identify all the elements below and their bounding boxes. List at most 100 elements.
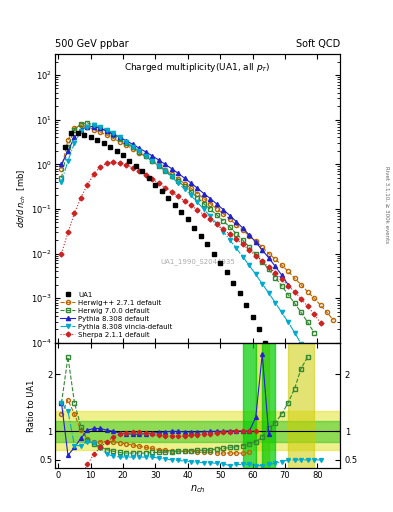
Herwig++ 2.7.1 default xyxy=(318,302,323,308)
Pythia 8.308 default xyxy=(241,225,245,231)
Text: Rivet 3.1.10, ≥ 300k events: Rivet 3.1.10, ≥ 300k events xyxy=(385,166,389,243)
Sherpa 2.1.1 default xyxy=(202,211,206,218)
Pythia 8.308 vincia-default xyxy=(325,387,329,393)
Pythia 8.308 vincia-default xyxy=(72,140,77,146)
Pythia 8.308 vincia-default xyxy=(202,206,206,212)
Herwig 7.0.0 default xyxy=(253,251,258,257)
Pythia 8.308 vincia-default xyxy=(66,158,70,164)
UA1 xyxy=(101,140,106,146)
Sherpa 2.1.1 default xyxy=(286,283,290,289)
UA1 xyxy=(237,290,242,296)
Sherpa 2.1.1 default xyxy=(163,184,167,190)
Pythia 8.308 vincia-default xyxy=(150,158,154,164)
Pythia 8.308 default xyxy=(137,145,141,151)
Herwig 7.0.0 default xyxy=(156,163,161,169)
Line: Sherpa 2.1.1 default: Sherpa 2.1.1 default xyxy=(60,161,322,325)
Sherpa 2.1.1 default xyxy=(221,226,226,232)
UA1 xyxy=(211,250,216,257)
Sherpa 2.1.1 default xyxy=(299,296,303,302)
Herwig 7.0.0 default xyxy=(98,125,103,131)
Pythia 8.308 default xyxy=(66,148,70,154)
Pythia 8.308 vincia-default xyxy=(124,139,129,145)
Herwig++ 2.7.1 default xyxy=(118,139,122,145)
Pythia 8.308 vincia-default xyxy=(195,199,200,205)
Pythia 8.308 default xyxy=(247,232,252,238)
Pythia 8.308 default xyxy=(111,131,116,137)
Herwig++ 2.7.1 default xyxy=(72,125,77,131)
Sherpa 2.1.1 default xyxy=(273,270,277,276)
Pythia 8.308 vincia-default xyxy=(286,319,290,325)
Herwig++ 2.7.1 default xyxy=(189,185,193,191)
Herwig++ 2.7.1 default xyxy=(59,165,64,172)
Herwig 7.0.0 default xyxy=(66,143,70,150)
Sherpa 2.1.1 default xyxy=(234,236,239,242)
Herwig 7.0.0 default xyxy=(163,167,167,174)
Pythia 8.308 default xyxy=(143,149,148,155)
Bar xyxy=(55,421,340,442)
Pythia 8.308 vincia-default xyxy=(92,122,96,129)
Pythia 8.308 default xyxy=(215,201,219,207)
Herwig++ 2.7.1 default xyxy=(98,129,103,135)
Pythia 8.308 vincia-default xyxy=(221,228,226,234)
Pythia 8.308 vincia-default xyxy=(260,281,264,287)
Sherpa 2.1.1 default xyxy=(98,164,103,170)
Pythia 8.308 default xyxy=(221,207,226,213)
Pythia 8.308 vincia-default xyxy=(169,174,174,180)
Pythia 8.308 vincia-default xyxy=(182,186,187,192)
Sherpa 2.1.1 default xyxy=(241,241,245,247)
Herwig++ 2.7.1 default xyxy=(241,227,245,233)
Herwig++ 2.7.1 default xyxy=(124,142,129,148)
UA1 xyxy=(257,326,261,332)
Pythia 8.308 default xyxy=(253,239,258,245)
Pythia 8.308 vincia-default xyxy=(318,375,323,381)
Herwig++ 2.7.1 default xyxy=(266,250,271,257)
Herwig++ 2.7.1 default xyxy=(208,201,213,207)
Pythia 8.308 vincia-default xyxy=(331,399,336,406)
Sherpa 2.1.1 default xyxy=(150,176,154,182)
Pythia 8.308 default xyxy=(202,190,206,197)
Herwig++ 2.7.1 default xyxy=(260,244,264,250)
Text: Charged multiplicity(UA1, all $p_T$): Charged multiplicity(UA1, all $p_T$) xyxy=(124,61,271,74)
Herwig++ 2.7.1 default xyxy=(286,268,290,274)
Pythia 8.308 default xyxy=(150,153,154,159)
Herwig++ 2.7.1 default xyxy=(234,222,239,228)
Pythia 8.308 default xyxy=(79,126,83,133)
Sherpa 2.1.1 default xyxy=(124,162,129,168)
Pythia 8.308 default xyxy=(228,212,232,219)
Herwig 7.0.0 default xyxy=(137,149,141,155)
Text: Soft QCD: Soft QCD xyxy=(296,38,340,49)
Herwig++ 2.7.1 default xyxy=(247,233,252,239)
Pythia 8.308 default xyxy=(92,123,96,130)
UA1 xyxy=(263,340,268,346)
Sherpa 2.1.1 default xyxy=(228,231,232,238)
Herwig 7.0.0 default xyxy=(266,266,271,272)
Pythia 8.308 vincia-default xyxy=(273,300,277,306)
UA1 xyxy=(218,261,222,267)
Sherpa 2.1.1 default xyxy=(318,320,323,326)
Herwig 7.0.0 default xyxy=(234,230,239,237)
Herwig++ 2.7.1 default xyxy=(292,275,297,281)
Herwig++ 2.7.1 default xyxy=(228,216,232,222)
UA1 xyxy=(231,280,235,286)
UA1 xyxy=(160,188,164,194)
Herwig++ 2.7.1 default xyxy=(169,171,174,177)
Herwig 7.0.0 default xyxy=(292,300,297,306)
Herwig++ 2.7.1 default xyxy=(325,309,329,315)
Pythia 8.308 vincia-default xyxy=(189,193,193,199)
Text: UA1_1990_S2044935: UA1_1990_S2044935 xyxy=(160,259,235,265)
Sherpa 2.1.1 default xyxy=(266,264,271,270)
Legend: UA1, Herwig++ 2.7.1 default, Herwig 7.0.0 default, Pythia 8.308 default, Pythia : UA1, Herwig++ 2.7.1 default, Herwig 7.0.… xyxy=(59,290,174,339)
Herwig 7.0.0 default xyxy=(286,291,290,297)
Sherpa 2.1.1 default xyxy=(79,195,83,201)
Sherpa 2.1.1 default xyxy=(169,189,174,195)
UA1 xyxy=(166,195,171,201)
Pythia 8.308 default xyxy=(124,138,129,144)
Herwig 7.0.0 default xyxy=(124,140,129,146)
Sherpa 2.1.1 default xyxy=(92,171,96,177)
Sherpa 2.1.1 default xyxy=(118,160,122,166)
Pythia 8.308 vincia-default xyxy=(266,290,271,296)
UA1 xyxy=(244,302,248,308)
UA1 xyxy=(114,148,119,154)
Herwig 7.0.0 default xyxy=(150,158,154,164)
Sherpa 2.1.1 default xyxy=(182,198,187,204)
